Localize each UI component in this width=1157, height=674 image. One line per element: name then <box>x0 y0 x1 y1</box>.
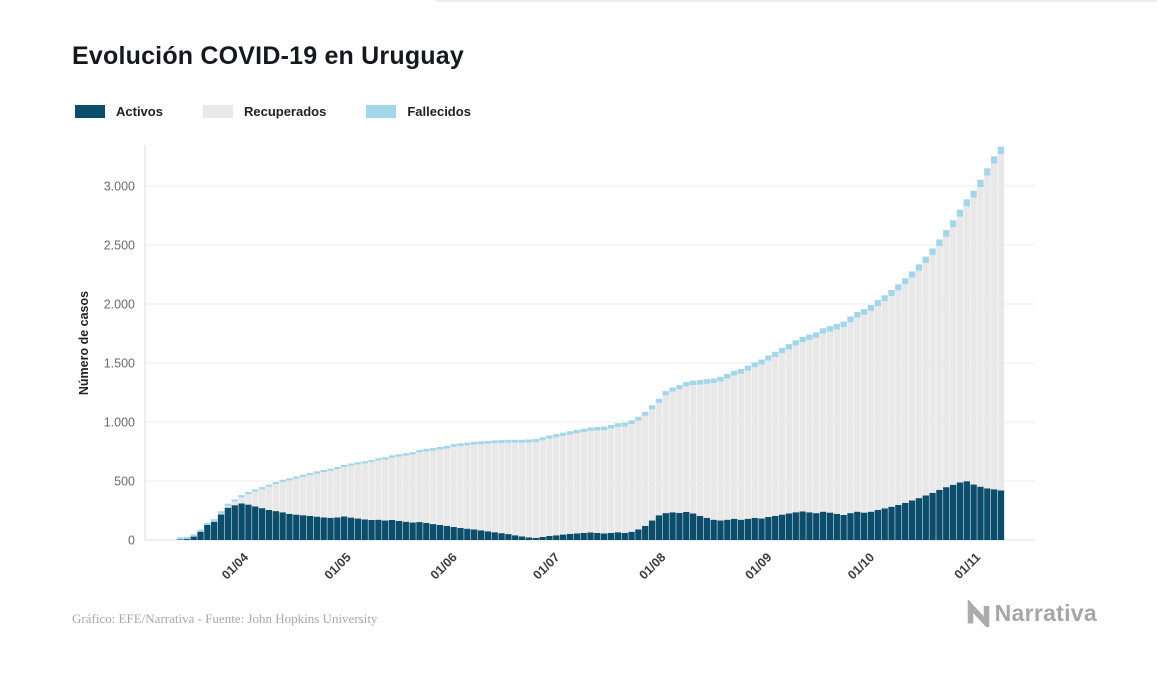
svg-text:500: 500 <box>114 475 135 489</box>
svg-text:01/05: 01/05 <box>322 550 354 582</box>
activos-swatch-icon <box>75 104 105 118</box>
chart-legend: Activos Recuperados Fallecidos <box>75 103 471 119</box>
recuperados-swatch-icon <box>202 104 233 118</box>
svg-text:3.000: 3.000 <box>104 180 135 194</box>
legend-label-activos: Activos <box>116 103 163 119</box>
svg-text:0: 0 <box>128 534 135 548</box>
svg-text:01/10: 01/10 <box>845 550 877 582</box>
svg-text:2.000: 2.000 <box>104 298 135 312</box>
svg-text:01/06: 01/06 <box>428 550 460 582</box>
svg-text:2.500: 2.500 <box>104 239 135 253</box>
narrativa-logo-text: Narrativa <box>994 600 1097 626</box>
legend-label-fallecidos: Fallecidos <box>407 103 471 119</box>
svg-text:01/11: 01/11 <box>952 550 984 582</box>
legend-item-fallecidos[interactable]: Fallecidos <box>366 104 471 119</box>
legend-item-recuperados[interactable]: Recuperados <box>202 103 327 119</box>
narrativa-n-icon <box>967 600 989 627</box>
top-divider <box>436 0 1157 2</box>
svg-text:Número de casos: Número de casos <box>77 291 91 395</box>
svg-text:1.000: 1.000 <box>104 416 135 430</box>
svg-text:01/07: 01/07 <box>530 550 562 582</box>
svg-text:01/08: 01/08 <box>636 550 668 582</box>
svg-text:01/09: 01/09 <box>742 550 774 582</box>
legend-item-activos[interactable]: Activos <box>75 104 163 119</box>
svg-text:01/04: 01/04 <box>219 550 251 582</box>
legend-label-recuperados: Recuperados <box>243 103 327 119</box>
narrativa-logo: Narrativa <box>965 600 1097 627</box>
fallecidos-swatch-icon <box>366 104 397 118</box>
svg-text:1.500: 1.500 <box>104 357 135 371</box>
chart-title: Evolución COVID-19 en Uruguay <box>72 42 464 70</box>
source-credit: Gráfico: EFE/Narrativa - Fuente: John Ho… <box>72 611 378 626</box>
